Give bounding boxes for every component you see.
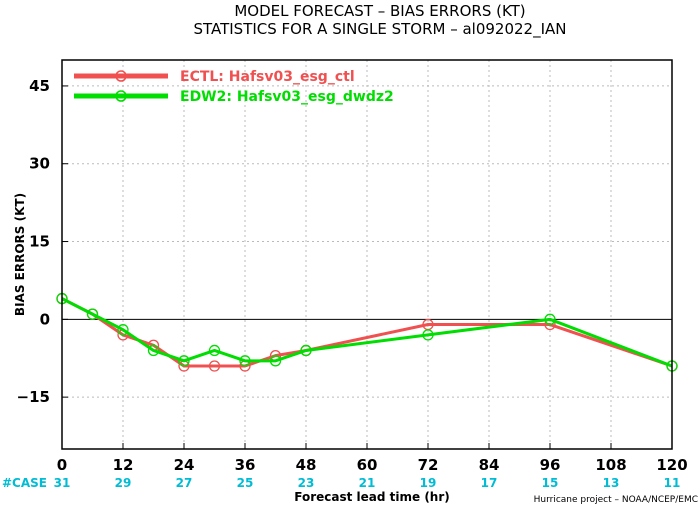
y-tick-label: 30 — [29, 155, 50, 173]
case-count: 25 — [237, 476, 254, 490]
legend: ECTL: Hafsv03_esg_ctl EDW2: Hafsv03_esg_d… — [74, 69, 394, 105]
case-count: 11 — [664, 476, 681, 490]
x-tick-label: 60 — [357, 456, 378, 474]
case-count: 23 — [298, 476, 315, 490]
series-point-1 — [239, 355, 251, 367]
series-line-1 — [61, 297, 673, 368]
series-point-1 — [422, 329, 434, 341]
series-point-1 — [147, 344, 160, 357]
x-tick-label: 72 — [418, 456, 439, 474]
case-count: 19 — [420, 476, 437, 490]
legend-label-1: EDW2: Hafsv03_esg_dwdz2 — [180, 89, 394, 105]
y-tick-label: 15 — [29, 233, 50, 251]
series-point-1 — [544, 313, 556, 325]
case-count: 21 — [359, 476, 376, 490]
case-count: 13 — [603, 476, 620, 490]
series-point-0 — [208, 360, 221, 372]
series-point-1 — [86, 308, 99, 320]
case-count: 31 — [54, 476, 71, 490]
series-point-1 — [300, 344, 312, 357]
case-label: #CASE — [2, 476, 47, 490]
y-tick-label: −15 — [17, 388, 50, 406]
case-count: 29 — [115, 476, 132, 490]
x-tick-label: 24 — [174, 456, 195, 474]
grid-lines — [62, 60, 672, 449]
case-count: 17 — [481, 476, 498, 490]
x-tick-label: 96 — [540, 456, 561, 474]
legend-marker-1 — [115, 90, 127, 102]
chart-title: MODEL FORECAST – BIAS ERRORS (KT) — [234, 2, 525, 20]
y-tick-labels: −15 0 15 30 45 — [17, 77, 68, 406]
credit-text: Hurricane project – NOAA/NCEP/EMC — [534, 495, 698, 505]
legend-label-0: ECTL: Hafsv03_esg_ctl — [180, 69, 355, 85]
x-tick-label: 0 — [57, 456, 67, 474]
series-point-1 — [208, 344, 221, 357]
series-point-1 — [269, 355, 282, 367]
x-tick-labels: 0 12 24 36 48 60 72 84 96 108 120 — [57, 443, 688, 474]
x-tick-label: 84 — [479, 456, 500, 474]
legend-marker-0 — [115, 70, 127, 82]
chart-subtitle: STATISTICS FOR A SINGLE STORM – al092022… — [193, 20, 566, 39]
y-tick-label: 0 — [40, 310, 50, 328]
x-tick-label: 12 — [113, 456, 134, 474]
x-tick-label: 108 — [595, 456, 626, 474]
x-tick-label: 48 — [296, 456, 317, 474]
x-tick-label: 120 — [656, 456, 687, 474]
series-point-1 — [178, 355, 190, 367]
x-tick-label: 36 — [235, 456, 256, 474]
y-axis-label: BIAS ERRORS (KT) — [13, 193, 27, 316]
case-count: 27 — [176, 476, 193, 490]
x-axis-label: Forecast lead time (hr) — [294, 490, 450, 504]
series-point-1 — [117, 324, 129, 336]
case-count: 15 — [542, 476, 559, 490]
case-counts: 31 29 27 25 23 21 19 17 15 13 11 — [54, 476, 681, 490]
y-tick-label: 45 — [29, 77, 50, 95]
